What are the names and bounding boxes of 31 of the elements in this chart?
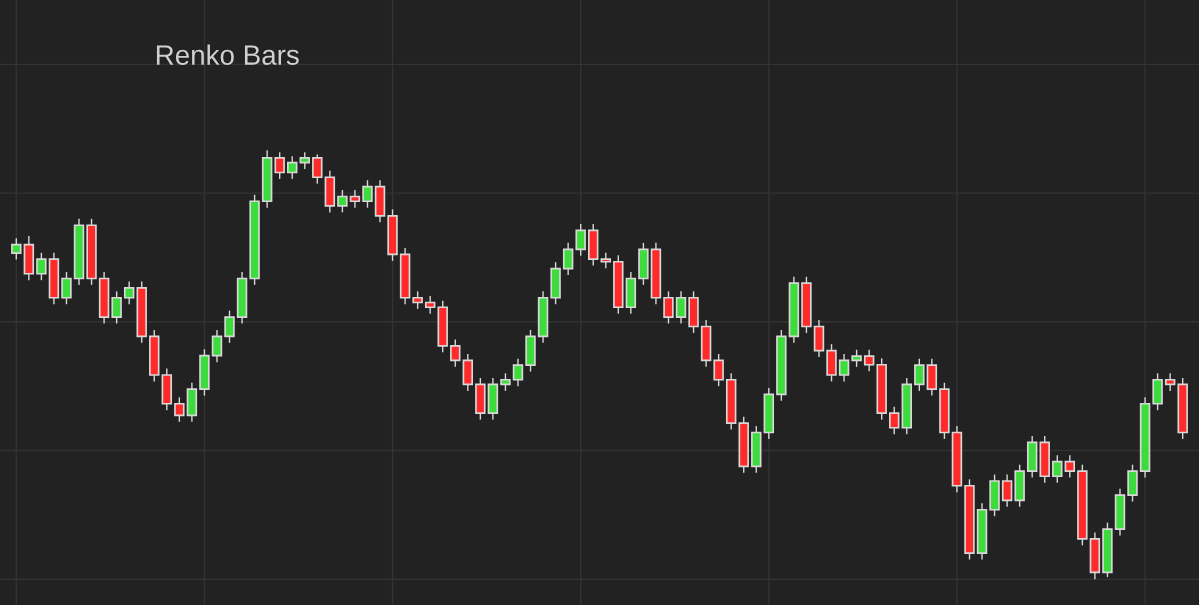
candlestick (575, 223, 586, 257)
candlestick (1001, 473, 1013, 508)
candlestick (211, 329, 223, 363)
candlestick (224, 309, 235, 344)
candlestick (1064, 454, 1076, 479)
candlestick (838, 353, 850, 383)
candlestick (61, 271, 72, 305)
chart-title: Renko Bars (156, 44, 299, 65)
candlestick (713, 353, 724, 387)
candlestick (111, 290, 122, 325)
candlestick (562, 242, 574, 276)
candlestick (123, 280, 135, 305)
candlestick (450, 338, 461, 368)
candlestick (312, 153, 323, 185)
candlestick (174, 396, 185, 423)
candlestick (914, 358, 925, 392)
candlestick (11, 237, 22, 261)
candlestick (863, 349, 875, 372)
candlestick (349, 189, 361, 209)
candlestick (675, 290, 687, 325)
candlestick (362, 179, 373, 209)
candlestick (274, 151, 285, 180)
candlestick (1164, 372, 1176, 392)
candlestick (424, 295, 436, 315)
candlestick (663, 290, 674, 325)
candlestick (287, 155, 298, 180)
candlestick (889, 406, 900, 435)
candlestick (337, 189, 348, 214)
candlestick (512, 358, 524, 387)
candlestick (1052, 454, 1063, 484)
candlestick (36, 252, 47, 281)
